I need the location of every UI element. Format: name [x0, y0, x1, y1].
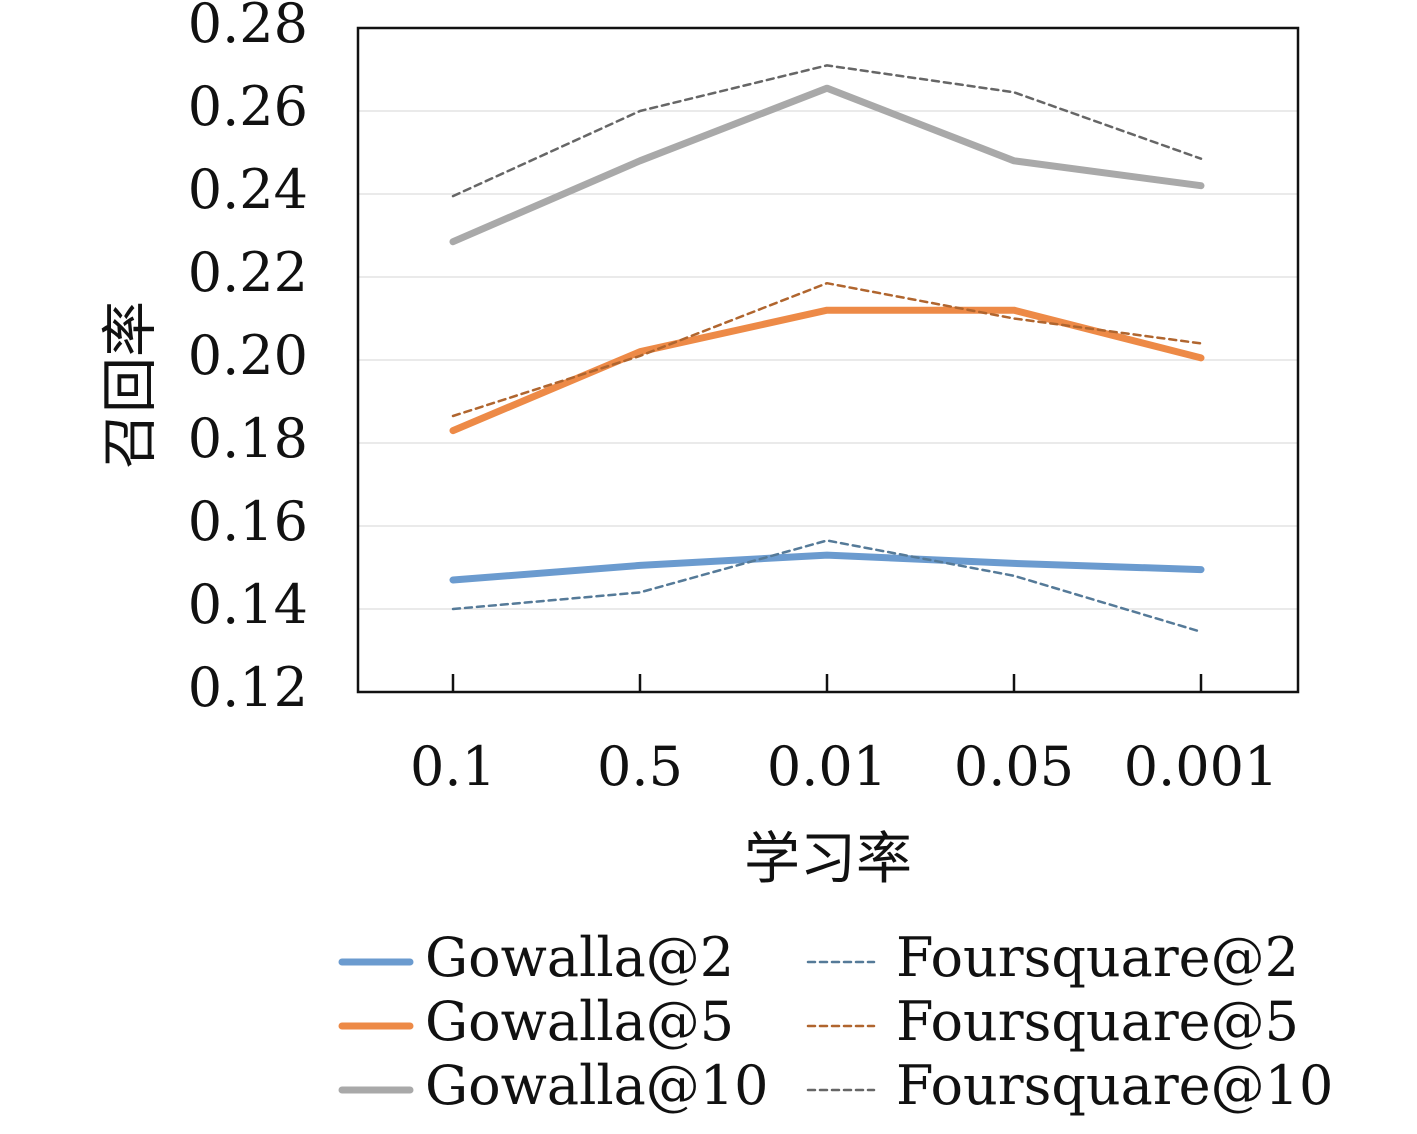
- y-axis-title: 召回率: [99, 301, 164, 469]
- legend-label: Foursquare@5: [896, 990, 1299, 1053]
- x-tick-label: 0.05: [954, 735, 1074, 798]
- y-tick-label: 0.22: [188, 241, 308, 304]
- y-tick-label: 0.26: [188, 75, 308, 138]
- x-axis-title: 学习率: [744, 827, 912, 892]
- legend-label: Foursquare@10: [896, 1054, 1333, 1117]
- legend-label: Gowalla@10: [425, 1054, 769, 1117]
- series-line: [451, 539, 1203, 634]
- y-tick-label: 0.20: [188, 324, 308, 387]
- legend-label: Gowalla@2: [425, 926, 734, 989]
- legend-label: Foursquare@2: [896, 926, 1299, 989]
- y-tick-label: 0.14: [188, 573, 308, 636]
- series-lines: [449, 64, 1205, 634]
- x-tick-label: 0.1: [410, 735, 496, 798]
- x-tick-label: 0.01: [767, 735, 887, 798]
- series-line: [451, 281, 1203, 418]
- x-tick-label: 0.5: [597, 735, 683, 798]
- y-tick-label: 0.24: [188, 158, 308, 221]
- y-tick-label: 0.28: [188, 0, 308, 55]
- series-line: [449, 84, 1205, 246]
- y-tick-label: 0.16: [188, 490, 308, 553]
- series-line: [451, 64, 1203, 198]
- axes: 0.12 0.14 0.16 0.18 0.20 0.22 0.24 0.26 0.28 0.1 0…: [188, 0, 1300, 798]
- series-line: [449, 551, 1205, 584]
- x-tick-label: 0.001: [1124, 735, 1279, 798]
- y-tick-label: 0.18: [188, 407, 308, 470]
- y-tick-label: 0.12: [188, 656, 308, 719]
- legend-label: Gowalla@5: [425, 990, 734, 1053]
- gridlines: [358, 110, 1298, 610]
